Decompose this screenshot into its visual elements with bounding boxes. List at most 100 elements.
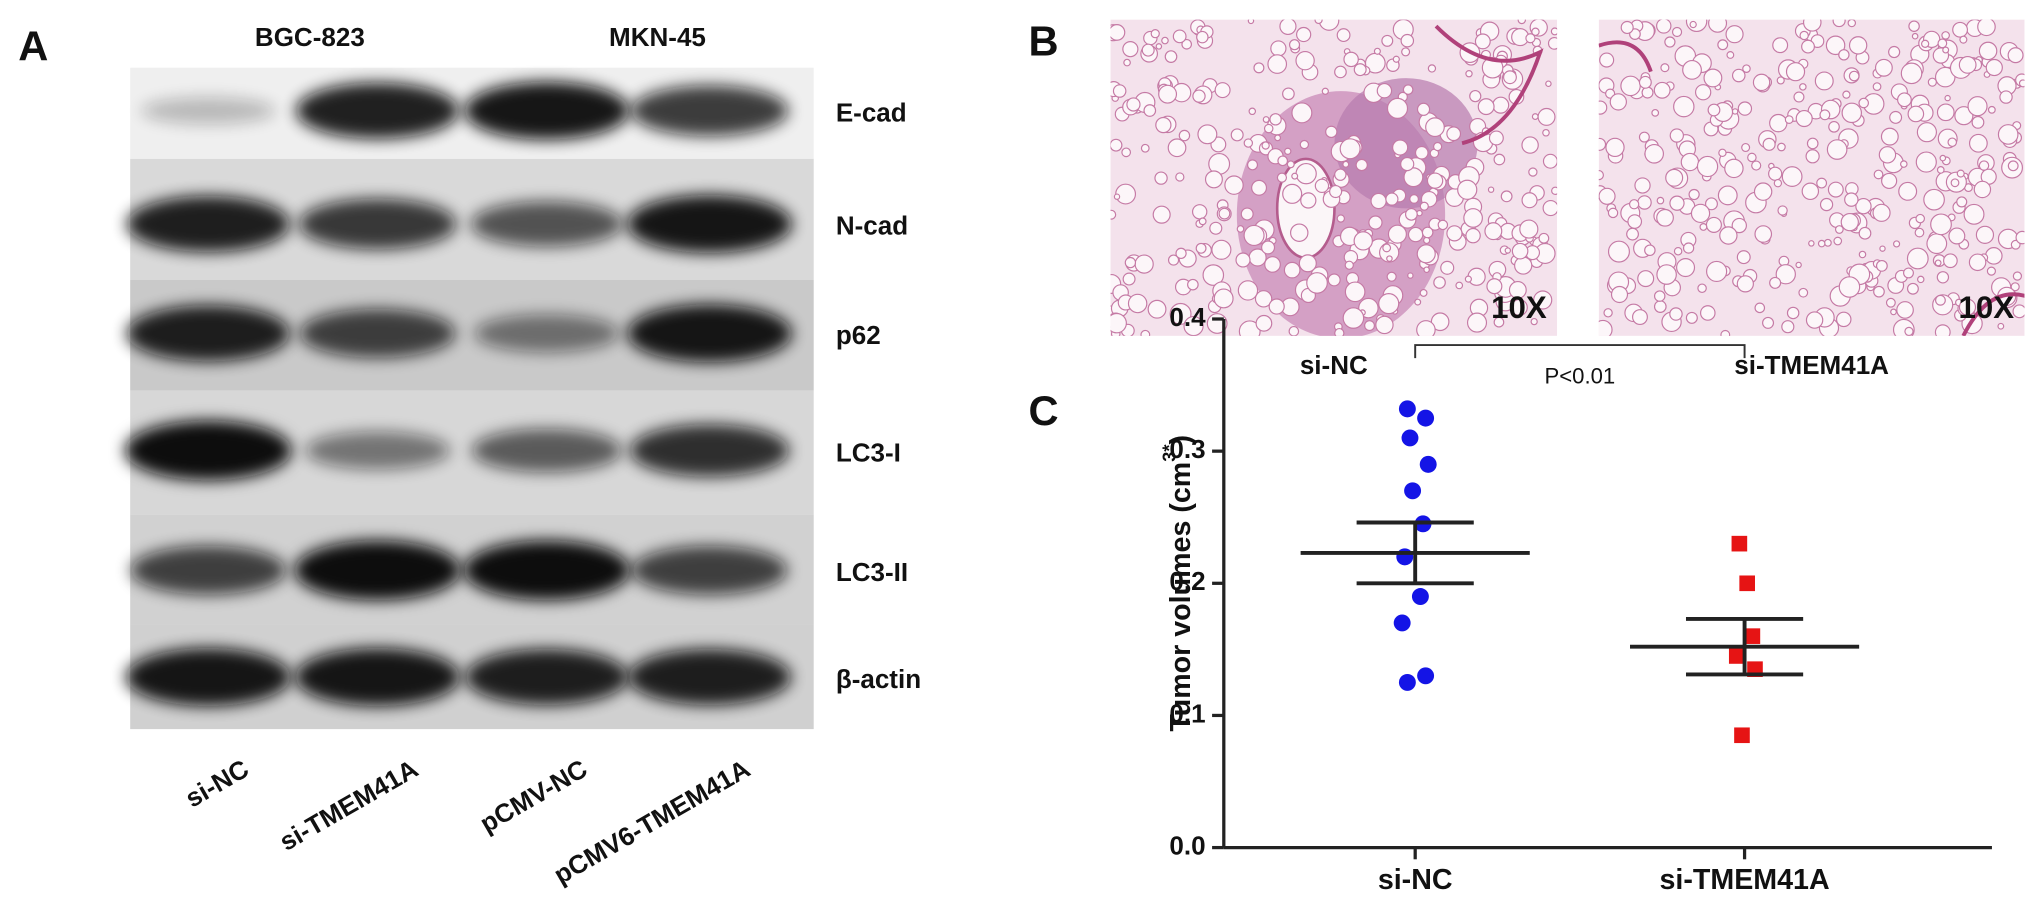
alveolus <box>1793 91 1805 103</box>
band <box>465 648 629 706</box>
alveolus <box>1598 137 1607 151</box>
alveolus <box>1898 181 1918 201</box>
data-point <box>1398 400 1416 418</box>
cell-line-label: BGC-823 <box>255 22 365 52</box>
alveolus <box>1279 19 1297 35</box>
alveolus <box>1284 147 1292 155</box>
band <box>630 85 789 137</box>
alveolus <box>1879 245 1886 252</box>
alveolus <box>1542 199 1558 217</box>
alveolus <box>1386 255 1393 262</box>
alveolus <box>1785 62 1806 82</box>
alveolus <box>1400 33 1415 48</box>
alveolus <box>1731 217 1747 234</box>
alveolus <box>1696 155 1719 178</box>
alveolus <box>1838 49 1850 61</box>
alveolus <box>1464 275 1472 283</box>
alveolus <box>1542 153 1558 169</box>
alveolus <box>1725 25 1744 44</box>
alveolus <box>1769 276 1782 289</box>
alveolus <box>1392 139 1409 156</box>
alveolus <box>1404 207 1418 221</box>
alveolus <box>1958 298 1977 316</box>
alveolus <box>1858 226 1872 240</box>
alveolus <box>1904 326 1914 336</box>
alveolus <box>1181 38 1193 50</box>
alveolus <box>1741 142 1751 153</box>
alveolus <box>1731 108 1739 115</box>
alveolus <box>1799 30 1809 41</box>
alveolus <box>1656 208 1674 227</box>
alveolus <box>1235 252 1251 268</box>
alveolus <box>1858 250 1867 259</box>
alveolus <box>1370 192 1387 210</box>
alveolus <box>1140 329 1151 336</box>
alveolus <box>1493 316 1505 328</box>
alveolus <box>1477 98 1495 116</box>
alveolus <box>1653 300 1667 313</box>
alveolus <box>1847 19 1857 28</box>
band <box>629 424 790 477</box>
y-label-sup: 3* <box>1159 444 1179 462</box>
alveolus <box>1264 256 1281 273</box>
alveolus <box>1426 172 1444 189</box>
alveolus <box>1381 34 1394 47</box>
histology-images: 10X si-NC 10X si-TMEM41A <box>1110 19 2025 380</box>
alveolus <box>1110 138 1123 152</box>
alveolus <box>1237 280 1259 301</box>
alveolus <box>1243 224 1265 246</box>
alveolus <box>1122 41 1139 58</box>
data-point <box>1419 455 1437 473</box>
alveolus <box>1295 162 1317 185</box>
alveolus <box>1634 177 1651 194</box>
alveolus <box>1641 86 1654 99</box>
alveolus <box>1344 260 1354 270</box>
alveolus <box>1881 172 1898 189</box>
alveolus <box>1888 45 1901 59</box>
alveolus <box>1508 280 1527 299</box>
alveolus <box>1906 282 1919 295</box>
alveolus <box>1697 283 1707 294</box>
alveolus <box>1481 56 1504 79</box>
alveolus <box>1997 124 2019 145</box>
alveolus <box>1769 113 1788 133</box>
alveolus <box>1828 120 1840 133</box>
band <box>464 81 630 140</box>
alveolus <box>1669 128 1684 143</box>
alveolus <box>1416 102 1431 116</box>
alveolus <box>1781 320 1795 334</box>
alveolus <box>1400 157 1415 172</box>
alveolus <box>1343 51 1359 68</box>
band <box>295 648 460 707</box>
alveolus <box>1401 47 1411 57</box>
alveolus <box>1954 106 1974 126</box>
y-label-text: Tumor volumes (cm <box>1165 462 1197 732</box>
x-tick-label: si-TMEM41A <box>1659 864 1829 896</box>
alveolus <box>1773 178 1783 188</box>
alveolus <box>1261 141 1270 150</box>
alveolus <box>1167 254 1180 266</box>
alveolus <box>1493 153 1506 166</box>
western-blot: E-cad N-cad p62 LC3-I LC3-II β-actin si-NC si-T… <box>124 67 921 890</box>
alveolus <box>1533 290 1553 310</box>
alveolus <box>1819 197 1834 212</box>
alveolus <box>1819 109 1831 121</box>
alveolus <box>1656 264 1677 285</box>
lane-label: pCMV-NC <box>475 753 593 838</box>
band <box>141 97 276 125</box>
alveolus <box>1218 207 1231 220</box>
panel-label: A <box>18 23 48 70</box>
alveolus <box>1656 19 1672 34</box>
alveolus <box>1688 188 1700 201</box>
alveolus <box>1930 213 1952 236</box>
alveolus <box>1897 92 1912 108</box>
alveolus <box>1963 203 1985 225</box>
alveolus <box>1291 102 1313 124</box>
alveolus <box>1878 146 1897 164</box>
alveolus <box>1386 271 1397 282</box>
alveolus <box>1874 58 1893 77</box>
alveolus <box>1834 225 1844 234</box>
alveolus <box>1637 195 1652 210</box>
alveolus <box>1465 227 1481 244</box>
alveolus <box>1914 227 1925 238</box>
